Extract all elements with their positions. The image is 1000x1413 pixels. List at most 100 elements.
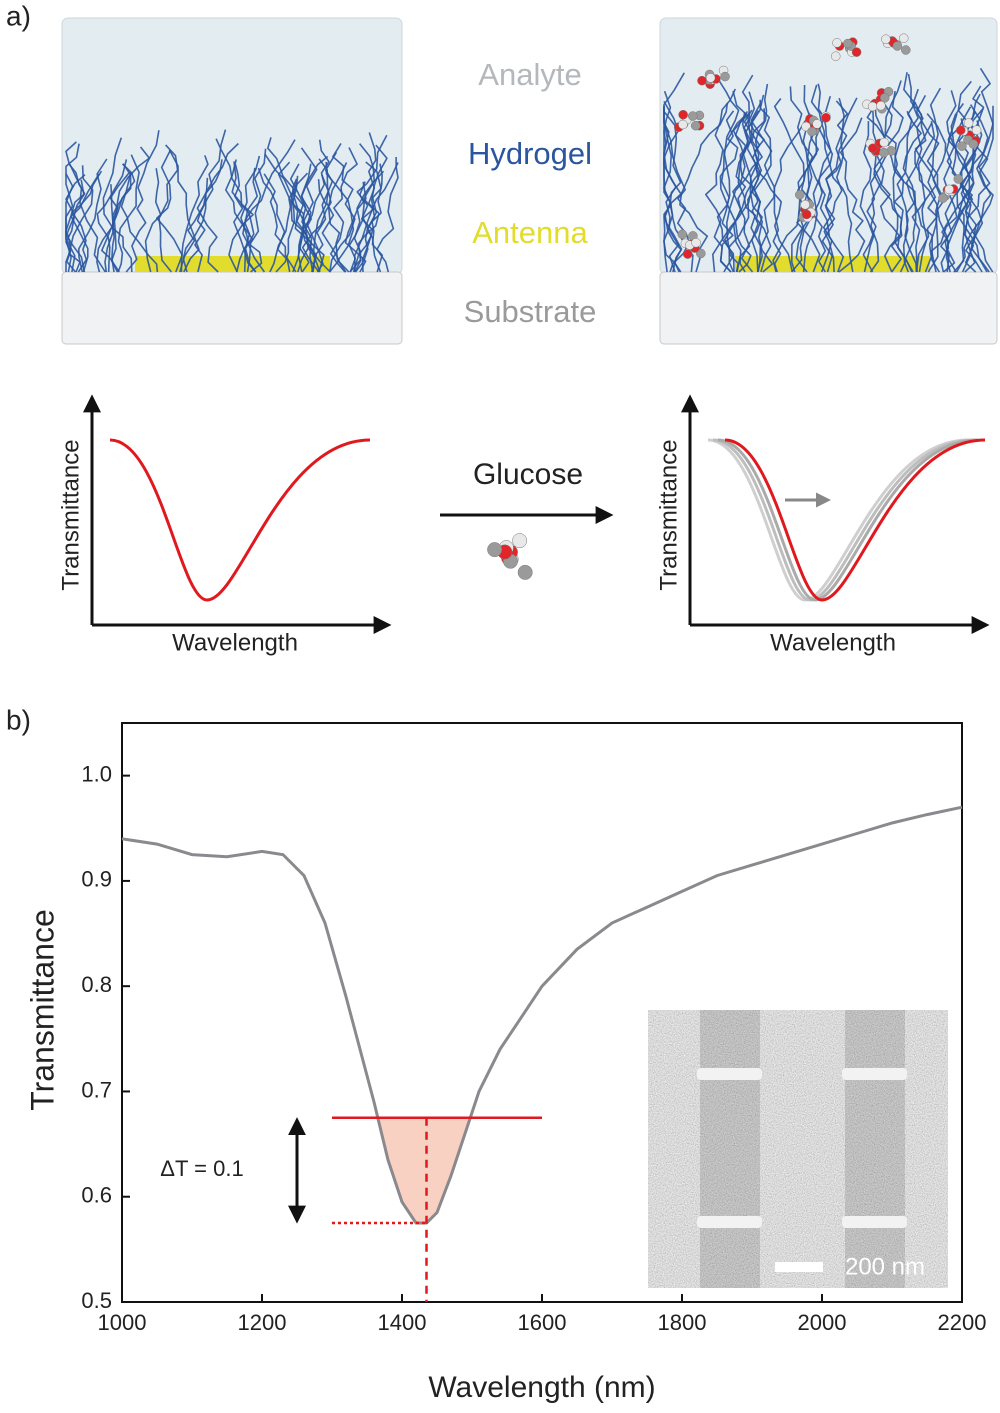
hydrogel-strand <box>869 90 904 273</box>
hydrogel-strand <box>915 95 940 273</box>
glucose-molecule <box>487 533 533 580</box>
hydrogel-strand <box>225 159 244 273</box>
atom <box>971 125 982 135</box>
hydrogel-strand <box>874 101 917 273</box>
nanoantenna <box>697 1068 762 1080</box>
hydrogel-strand <box>330 147 358 273</box>
hydrogel-strand <box>838 117 866 273</box>
schematic-right <box>681 394 990 634</box>
hydrogel-strand <box>754 83 794 273</box>
hydrogel-strand <box>194 129 227 273</box>
hydrogel-strand <box>789 86 827 273</box>
chart: 200 nm 1000 1200 1400 1600 1800 2000 2200 0.5 0.6… <box>24 722 987 1404</box>
hydrogel-strand <box>292 178 318 273</box>
hydrogel-strand <box>905 101 940 273</box>
hydrogel-strand <box>196 142 239 273</box>
hydrogel-strand <box>716 77 740 273</box>
hydrogel-strand <box>109 172 130 273</box>
atom <box>899 33 909 43</box>
hydrogel-strand <box>862 100 890 273</box>
hydrogel-strand <box>663 90 677 273</box>
hydrogel-strand <box>144 168 162 273</box>
hydrogel-strand <box>242 139 296 273</box>
atom <box>690 120 701 131</box>
x-tick-label: 1200 <box>238 1310 287 1335</box>
spectrum-line <box>121 805 963 1225</box>
inset-image <box>648 1010 948 1288</box>
hydrogel-strand <box>321 174 340 273</box>
scale-bar <box>775 1262 823 1272</box>
hydrogel-strand <box>243 167 258 273</box>
hydrogel-strand <box>300 155 329 273</box>
atom <box>892 41 903 51</box>
hydrogel-strand <box>820 97 845 273</box>
hydrogel-strand <box>924 87 945 273</box>
atom <box>677 229 688 240</box>
inset-label: 200 nm <box>845 1253 925 1280</box>
atom <box>901 45 911 55</box>
hydrogel-strand <box>300 163 314 273</box>
inset-shade <box>845 1010 905 1288</box>
hydrogel-strand <box>182 159 223 273</box>
x-tick-label: 2200 <box>938 1310 987 1335</box>
hydrogel-strand <box>663 111 682 273</box>
atom <box>957 141 967 151</box>
atom <box>879 147 889 158</box>
hydrogel-strand <box>297 147 318 273</box>
stimulus-label: Glucose <box>473 458 583 491</box>
atom <box>832 38 842 48</box>
nanoantenna <box>842 1068 907 1080</box>
hydrogel-strand <box>246 148 267 273</box>
hydrogel-strand <box>791 83 832 273</box>
atom <box>678 119 688 130</box>
atom <box>682 249 693 259</box>
atom <box>830 51 841 61</box>
nanoantenna <box>842 1216 907 1228</box>
hydrogel-strand <box>68 165 94 273</box>
axis-label: Transmittance <box>57 439 84 590</box>
atom <box>879 137 889 148</box>
atom <box>801 209 812 220</box>
atom <box>880 93 890 103</box>
atom <box>944 184 954 195</box>
hydrogel-strand <box>896 110 918 273</box>
hydrogel-strand <box>705 88 737 273</box>
atom <box>487 542 503 558</box>
hydrogel-strand <box>955 80 992 273</box>
hydrogel-strand <box>719 110 735 273</box>
hydrogel-strand <box>96 159 128 273</box>
hydrogel-strand <box>907 73 937 273</box>
atom <box>868 143 878 154</box>
delta-label: ΔT = 0.1 <box>160 1156 243 1181</box>
hydrogel-strand <box>327 162 348 273</box>
hydrogel-strand <box>349 143 375 273</box>
y-tick-label: 0.8 <box>81 972 112 997</box>
atom <box>697 75 707 86</box>
atom <box>705 73 716 83</box>
hydrogel-strand <box>376 156 399 273</box>
hydrogel-strand <box>366 144 388 273</box>
hydrogel-strand <box>719 90 752 273</box>
hydrogel-strand <box>712 91 760 273</box>
atom <box>881 34 891 44</box>
hydrogel-strand <box>329 142 356 273</box>
hydrogel-strand <box>679 102 729 273</box>
hydrogel-strand <box>890 88 919 273</box>
hydrogel-strand <box>65 141 86 273</box>
hydrogel-strand <box>96 171 132 273</box>
atom <box>955 125 966 136</box>
axis-label: Wavelength <box>172 629 298 656</box>
hydrogel-strand <box>263 173 297 273</box>
hydrogel-strand <box>110 184 115 273</box>
hydrogel-strand <box>101 163 136 273</box>
y-axis-label: Transmittance <box>24 909 60 1111</box>
left-cell <box>61 17 403 345</box>
atom <box>800 199 810 210</box>
schematic-left <box>83 394 392 634</box>
hydrogel-strand <box>739 110 774 273</box>
x-axis-label: Wavelength (nm) <box>428 1371 655 1404</box>
atom <box>812 119 822 129</box>
hydrogel-strand <box>741 115 765 273</box>
hydrogel-strand <box>871 91 903 273</box>
